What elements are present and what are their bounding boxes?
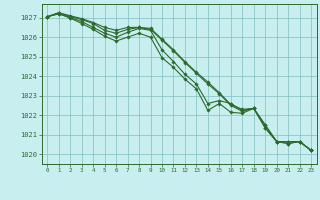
Text: Graphe pression niveau de la mer (hPa): Graphe pression niveau de la mer (hPa) bbox=[68, 184, 252, 193]
